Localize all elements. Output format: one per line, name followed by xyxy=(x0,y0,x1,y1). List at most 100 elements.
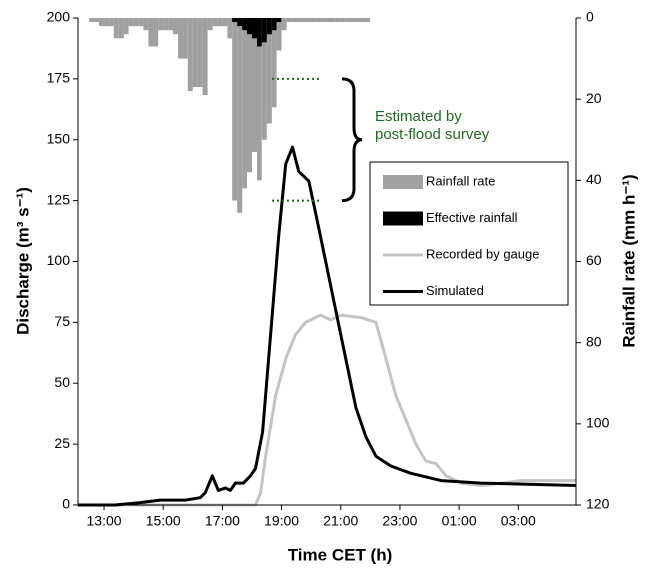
rain-bar xyxy=(172,18,179,35)
legend-label: Rainfall rate xyxy=(426,173,495,188)
y-tick-label: 50 xyxy=(54,374,70,390)
rain-bar xyxy=(340,18,346,23)
x-tick-label: 19:00 xyxy=(264,513,299,529)
rain-bar xyxy=(320,18,326,23)
rain-bar xyxy=(89,18,95,23)
rain-bar xyxy=(266,18,272,35)
rain-bar xyxy=(257,18,262,181)
rain-bar xyxy=(242,18,247,31)
rain-bar xyxy=(271,18,277,31)
rain-bar xyxy=(187,18,193,92)
rain-bar xyxy=(113,18,119,39)
rain-bar xyxy=(257,18,262,47)
rain-bar xyxy=(99,18,105,27)
y-tick-label: 125 xyxy=(47,191,71,207)
legend-label: Recorded by gauge xyxy=(426,246,539,261)
rain-bar xyxy=(104,18,110,27)
series-line xyxy=(78,145,577,507)
rain-bar xyxy=(232,18,238,201)
rain-bar xyxy=(335,18,341,23)
rain-bar xyxy=(251,18,258,39)
rain-bar xyxy=(158,18,164,31)
legend-swatch xyxy=(383,211,423,226)
rain-bar xyxy=(311,18,317,23)
y2-tick-label: 80 xyxy=(586,333,602,349)
x-tick-label: 13:00 xyxy=(87,513,122,529)
rain-bar xyxy=(197,18,203,87)
rain-bar xyxy=(261,18,267,140)
rain-bar xyxy=(266,18,272,124)
rain-bar xyxy=(261,18,267,43)
rain-bar xyxy=(360,18,366,23)
y-tick-label: 175 xyxy=(47,70,71,86)
x-tick-label: 17:00 xyxy=(205,513,240,529)
rain-bar xyxy=(296,18,302,23)
y2-tick-label: 40 xyxy=(586,171,602,187)
rain-bar xyxy=(330,18,336,23)
annotation-text: Estimated by xyxy=(375,108,462,125)
rain-bar xyxy=(163,18,169,31)
y-tick-label: 100 xyxy=(47,252,71,268)
x-tick-label: 21:00 xyxy=(323,513,358,529)
rain-bar xyxy=(365,18,371,23)
rain-bar xyxy=(271,18,277,108)
rain-bar xyxy=(316,18,321,23)
series-line xyxy=(78,313,576,507)
rain-bar xyxy=(291,18,297,23)
y-tick-label: 0 xyxy=(62,496,70,512)
rain-bar xyxy=(118,18,124,39)
rain-bar xyxy=(123,18,129,35)
rain-bar xyxy=(109,18,114,27)
rain-bar xyxy=(183,18,188,59)
rain-bar xyxy=(242,18,247,189)
rain-bar xyxy=(178,18,184,59)
rain-bar xyxy=(286,18,292,23)
rain-bar xyxy=(345,18,351,23)
y2-tick-label: 100 xyxy=(586,415,610,431)
x-tick-label: 01:00 xyxy=(442,513,477,529)
rain-bar xyxy=(306,18,312,23)
y-tick-label: 150 xyxy=(47,130,71,146)
rain-bar xyxy=(212,18,218,27)
y2-tick-label: 0 xyxy=(586,9,594,25)
rain-bar xyxy=(246,18,252,173)
rain-bar xyxy=(350,18,356,23)
rain-bar xyxy=(276,18,282,51)
rain-bar xyxy=(202,18,208,96)
y2-tick-label: 60 xyxy=(586,252,602,268)
legend-label: Simulated xyxy=(426,283,484,298)
y2-tick-label: 20 xyxy=(586,90,602,106)
x-axis-title: Time CET (h) xyxy=(288,545,393,564)
rain-bar xyxy=(246,18,252,35)
rain-bar xyxy=(325,18,331,23)
legend-label: Effective rainfall xyxy=(426,210,518,225)
rain-bar xyxy=(153,18,159,47)
rain-bar xyxy=(276,18,282,23)
rain-bar xyxy=(355,18,361,23)
legend-swatch xyxy=(383,175,423,189)
y-tick-label: 200 xyxy=(47,9,71,25)
x-tick-label: 23:00 xyxy=(382,513,417,529)
rain-bar xyxy=(237,18,243,27)
rain-bar xyxy=(232,18,238,23)
brace xyxy=(341,77,363,203)
x-tick-label: 03:00 xyxy=(501,513,536,529)
rain-bar xyxy=(251,18,258,152)
y2-tick-label: 120 xyxy=(586,496,610,512)
rain-bar xyxy=(281,18,287,31)
rain-bar xyxy=(237,18,243,213)
y-tick-label: 75 xyxy=(54,313,70,329)
rain-bar xyxy=(217,18,223,27)
rain-bar xyxy=(94,18,100,23)
rain-bar xyxy=(148,18,154,47)
rain-bar xyxy=(133,18,139,27)
rain-bar xyxy=(207,18,213,31)
x-tick-label: 15:00 xyxy=(146,513,181,529)
rain-bar xyxy=(222,18,228,27)
rain-bar xyxy=(192,18,198,87)
annotation-text: post-flood survey xyxy=(375,126,490,143)
rain-bar xyxy=(227,18,233,39)
rain-bar xyxy=(301,18,307,23)
y-tick-label: 25 xyxy=(54,435,70,451)
